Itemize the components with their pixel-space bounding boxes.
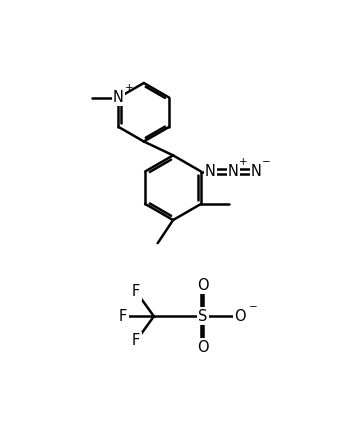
Text: N: N [251, 164, 262, 179]
Text: −: − [249, 302, 258, 312]
Text: O: O [197, 278, 209, 293]
Text: F: F [132, 284, 140, 299]
Text: +: + [239, 157, 247, 167]
Text: −: − [262, 157, 271, 167]
Text: O: O [197, 340, 209, 354]
Text: F: F [119, 309, 127, 324]
Text: N: N [113, 90, 124, 105]
Text: N: N [205, 164, 216, 179]
Text: +: + [125, 83, 133, 93]
Text: N: N [228, 164, 239, 179]
Text: O: O [234, 309, 246, 324]
Text: S: S [199, 309, 208, 324]
Text: F: F [132, 333, 140, 349]
